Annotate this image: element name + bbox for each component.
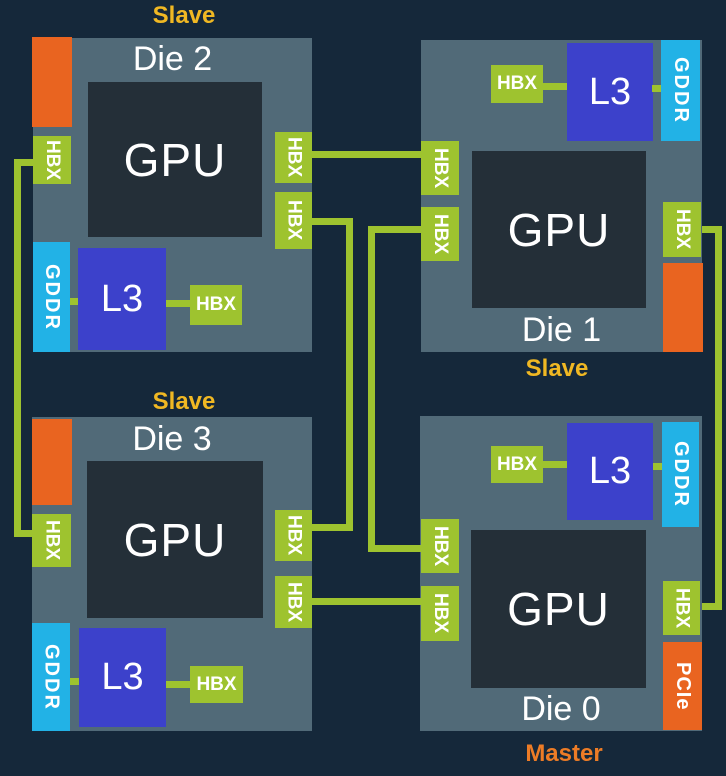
die0-title: Die 0 bbox=[521, 690, 601, 728]
die1-role-label: Slave bbox=[525, 355, 589, 382]
die3-role-label: Slave bbox=[152, 388, 216, 415]
die0-pcie-block: PCIe bbox=[663, 642, 702, 730]
die0-l3-gddr-wire bbox=[653, 463, 662, 470]
die2-block: Die 2 GPU HBX HBX HBX GDDR L3 HBX bbox=[32, 37, 312, 352]
die3-hbx-l3: HBX bbox=[190, 666, 243, 703]
link-die2-die1-wire bbox=[312, 151, 421, 158]
die1-l3-block: L3 bbox=[567, 43, 653, 141]
link-die1-die0-wire-h1 bbox=[368, 226, 421, 233]
link-die2-die3-left-wire-h1 bbox=[14, 159, 33, 166]
die3-hbx-right-top: HBX bbox=[275, 510, 312, 561]
die0-block: HBX L3 GDDR HBX HBX GPU HBX PCIe Die 0 bbox=[420, 416, 702, 731]
link-die2-die3-left-wire-v bbox=[14, 159, 21, 537]
die3-hbx-left: HBX bbox=[32, 514, 71, 567]
die3-l3-hbx-wire bbox=[166, 681, 190, 688]
die1-hbx-l3-wire bbox=[543, 83, 567, 90]
die2-hbx-left: HBX bbox=[33, 136, 71, 184]
die3-l3-block: L3 bbox=[79, 628, 166, 727]
die1-hbx-top: HBX bbox=[491, 65, 543, 103]
die0-role-label: Master bbox=[525, 740, 603, 767]
link-die2-die3-wire-h1 bbox=[312, 218, 353, 225]
die3-gddr-l3-wire bbox=[70, 678, 79, 685]
link-die2-die3-wire-h2 bbox=[312, 524, 353, 531]
link-die1-die0-right-wire-h1 bbox=[702, 226, 722, 233]
die2-l3-block: L3 bbox=[78, 248, 166, 350]
die1-io-block bbox=[663, 263, 703, 352]
link-die2-die3-wire-v bbox=[346, 218, 353, 531]
die2-gpu-block: GPU bbox=[88, 82, 262, 237]
link-die1-die0-right-wire-h2 bbox=[702, 603, 722, 610]
die2-role-label: Slave bbox=[152, 2, 216, 29]
die0-hbx-right: HBX bbox=[663, 581, 700, 635]
die2-hbx-right-bottom: HBX bbox=[275, 192, 312, 249]
die3-block: Die 3 GPU HBX HBX HBX GDDR L3 HBX bbox=[32, 417, 312, 731]
link-die1-die0-wire-h2 bbox=[368, 545, 421, 552]
die0-hbx-left-bottom: HBX bbox=[421, 586, 459, 641]
die0-gpu-block: GPU bbox=[471, 530, 646, 688]
die2-l3-hbx-wire bbox=[166, 300, 190, 307]
link-die3-die0-wire bbox=[312, 598, 421, 605]
die1-gpu-block: GPU bbox=[472, 151, 646, 308]
die3-gpu-block: GPU bbox=[87, 461, 263, 618]
die0-gddr-block: GDDR bbox=[662, 422, 699, 527]
die3-gddr-block: GDDR bbox=[32, 623, 70, 731]
die1-block: HBX L3 GDDR HBX HBX GPU HBX Die 1 bbox=[421, 40, 703, 352]
die0-hbx-left-top: HBX bbox=[421, 519, 459, 573]
die1-hbx-left-bottom: HBX bbox=[421, 207, 459, 261]
die0-hbx-top: HBX bbox=[491, 446, 543, 483]
die2-hbx-l3: HBX bbox=[190, 285, 242, 325]
link-die1-die0-right-wire-v bbox=[715, 226, 722, 610]
die2-title: Die 2 bbox=[132, 40, 213, 78]
die1-title: Die 1 bbox=[521, 311, 602, 349]
die0-hbx-l3-wire bbox=[543, 461, 567, 468]
die1-hbx-right: HBX bbox=[663, 202, 701, 257]
link-die2-die3-left-wire-h2 bbox=[14, 530, 33, 537]
link-die1-die0-wire-v bbox=[368, 226, 375, 552]
die1-hbx-left-top: HBX bbox=[421, 141, 459, 195]
die3-hbx-right-bottom: HBX bbox=[275, 576, 312, 628]
die2-io-block bbox=[32, 37, 72, 127]
die3-io-block bbox=[32, 419, 72, 505]
die1-gddr-block: GDDR bbox=[661, 40, 700, 141]
die2-gddr-block: GDDR bbox=[33, 242, 70, 352]
die0-l3-block: L3 bbox=[567, 423, 653, 520]
die2-gddr-l3-wire bbox=[70, 298, 79, 305]
die2-hbx-right-top: HBX bbox=[275, 132, 312, 183]
die1-l3-gddr-wire bbox=[652, 85, 661, 92]
die3-title: Die 3 bbox=[132, 420, 212, 458]
